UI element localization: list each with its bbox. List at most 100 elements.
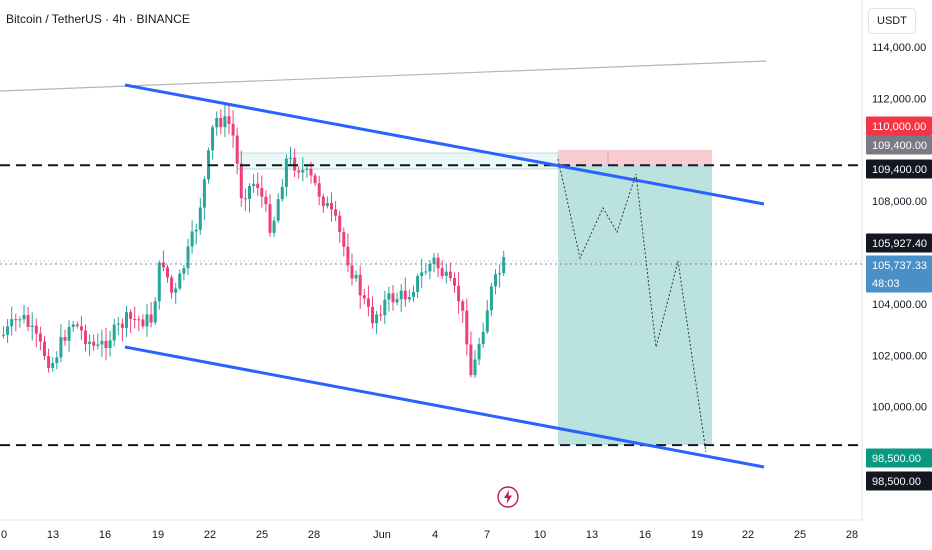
candle — [71, 320, 75, 332]
candle-body — [92, 341, 96, 346]
price-label: 48:03 — [866, 273, 932, 293]
price-label: 98,500.00 — [866, 471, 932, 491]
candle — [96, 333, 100, 350]
candle-body — [477, 344, 481, 360]
channel-lower-line[interactable] — [124, 345, 765, 469]
candle-body — [366, 298, 370, 307]
candle — [432, 252, 436, 273]
candle-body — [489, 286, 493, 311]
x-tick-label: 25 — [794, 529, 806, 541]
candle — [174, 282, 178, 305]
price-label-text: 98,500.00 — [872, 476, 921, 488]
candle — [424, 262, 428, 275]
candle — [14, 313, 18, 332]
candle-body — [129, 312, 133, 320]
target-zone[interactable] — [558, 165, 712, 446]
price-label-bg — [866, 159, 932, 179]
candle-body — [223, 116, 227, 128]
candle — [2, 326, 5, 339]
candle — [6, 319, 10, 343]
candle — [22, 304, 26, 324]
candle — [321, 193, 325, 213]
candle — [428, 260, 432, 280]
candle-body — [371, 306, 374, 324]
y-tick-label: 108,000.00 — [872, 196, 927, 208]
candle-body — [444, 271, 448, 276]
x-tick-label: 28 — [846, 529, 858, 541]
candle — [79, 315, 83, 341]
candle — [485, 299, 489, 334]
candle — [100, 329, 104, 357]
candle — [403, 277, 407, 307]
currency-button[interactable]: USDT — [868, 8, 916, 34]
candle — [334, 200, 338, 222]
candle — [498, 264, 502, 288]
candle — [211, 124, 215, 160]
candle-body — [198, 207, 202, 230]
x-tick-label: 10 — [534, 529, 546, 541]
candle — [391, 285, 395, 311]
candle-body — [96, 344, 100, 346]
candle-body — [79, 326, 83, 331]
candle — [194, 223, 198, 245]
candle — [420, 258, 424, 288]
candle-body — [494, 274, 497, 287]
candle-body — [120, 323, 124, 328]
candle-body — [473, 359, 477, 376]
candle — [444, 263, 448, 284]
candle-body — [289, 157, 292, 159]
candle — [120, 318, 124, 342]
candle — [502, 250, 506, 277]
candle-body — [30, 325, 34, 327]
candle-body — [375, 314, 379, 324]
candle — [383, 290, 387, 324]
candle-body — [104, 340, 108, 348]
candle-body — [22, 314, 26, 320]
candle-body — [174, 288, 178, 293]
projection-path[interactable] — [557, 158, 707, 453]
candle-body — [161, 262, 165, 268]
stop-zone[interactable] — [558, 149, 712, 166]
symbol-title[interactable]: Bitcoin / TetherUS · 4h · BINANCE — [6, 12, 190, 26]
candle-body — [481, 331, 485, 345]
candle-body — [239, 163, 243, 199]
candle-body — [2, 334, 5, 336]
candle — [338, 210, 342, 243]
candle-body — [379, 314, 383, 316]
candle — [47, 348, 51, 373]
candle — [248, 183, 251, 213]
candle — [379, 305, 383, 322]
candle — [202, 176, 206, 221]
candle — [399, 284, 403, 313]
price-label: 98,500.00 — [866, 448, 932, 468]
candle-body — [387, 293, 391, 300]
y-tick-label: 100,000.00 — [872, 402, 927, 414]
y-tick-label: 102,000.00 — [872, 350, 927, 362]
candle — [92, 334, 96, 352]
candle-body — [354, 274, 358, 279]
channel-upper-line[interactable] — [124, 83, 765, 206]
candle — [190, 220, 194, 254]
candle-body — [420, 272, 424, 277]
candle-body — [317, 183, 321, 197]
candle-body — [272, 220, 276, 233]
price-label-text: 105,927.40 — [872, 238, 927, 250]
candle — [481, 322, 485, 348]
candle-body — [453, 278, 456, 286]
candle — [346, 233, 350, 272]
candle — [440, 260, 444, 280]
lightning-icon[interactable] — [496, 485, 520, 509]
candle — [297, 166, 301, 179]
candle — [330, 192, 333, 222]
candle-body — [280, 186, 284, 200]
grey-trend-line[interactable] — [0, 60, 767, 92]
candle — [301, 157, 305, 182]
candle-body — [170, 277, 174, 293]
candle-body — [211, 127, 215, 151]
y-tick-label: 114,000.00 — [872, 42, 926, 54]
candle-body — [284, 158, 288, 187]
candle — [252, 173, 256, 193]
candle — [223, 103, 227, 138]
candle — [358, 265, 362, 309]
